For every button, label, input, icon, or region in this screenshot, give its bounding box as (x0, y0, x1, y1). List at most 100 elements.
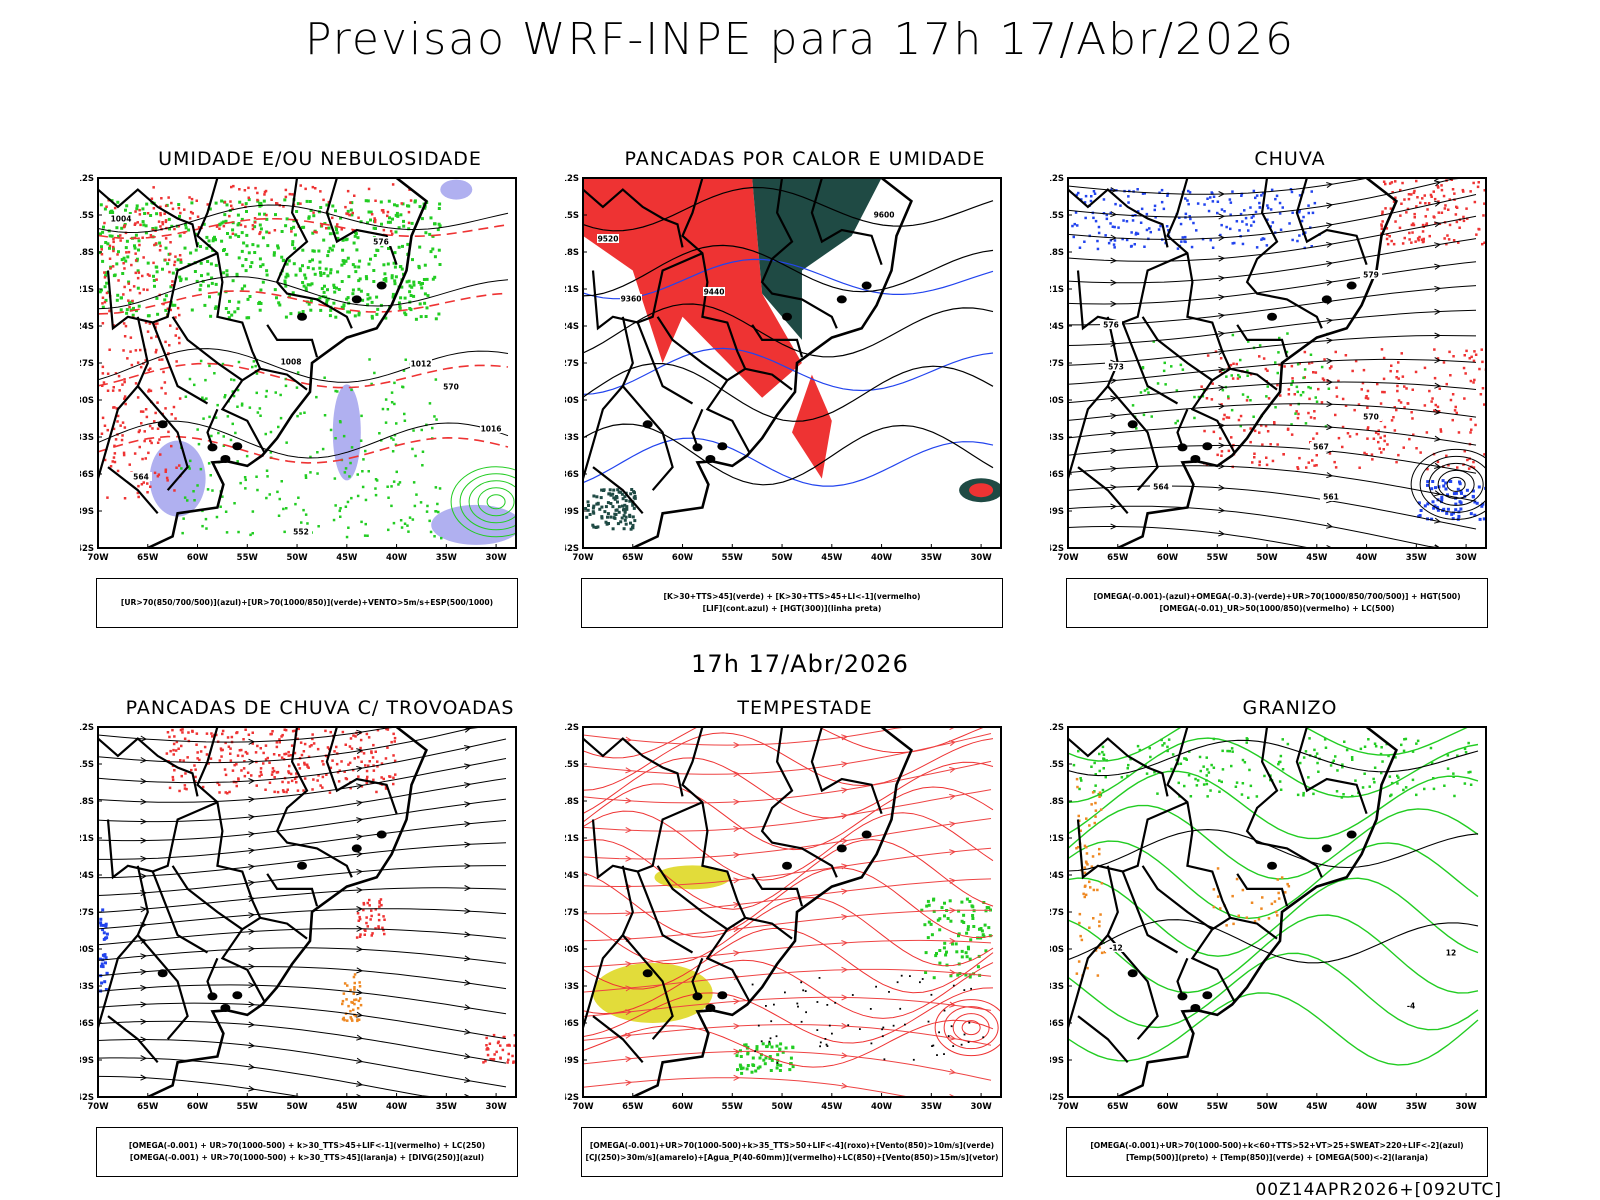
field-cell (942, 946, 946, 950)
streamline-arrow (140, 798, 148, 805)
lon-tick-label: 45W (1306, 1102, 1328, 1112)
field-cell (167, 258, 171, 262)
border-line (681, 727, 751, 1002)
lon-tick-label: 55W (1207, 1102, 1229, 1112)
field-cell (1278, 780, 1282, 783)
field-cell (357, 287, 361, 291)
contour-label: 564 (1153, 483, 1169, 492)
field-cell (160, 197, 163, 200)
field-cell (173, 769, 176, 772)
field-cell (108, 348, 111, 351)
field-cell (1071, 224, 1074, 228)
field-cell (826, 1045, 829, 1047)
field-cell (364, 764, 367, 767)
field-cell (372, 743, 375, 747)
streamline-arrow (464, 955, 472, 962)
field-cell (607, 492, 611, 496)
streamline-arrow (841, 1052, 849, 1059)
field-cell (253, 225, 257, 229)
field-cell (133, 223, 137, 226)
field-cell (1456, 487, 1460, 491)
field-cell (1452, 511, 1455, 515)
field-cell (1320, 365, 1324, 369)
field-cell (101, 928, 105, 932)
field-cell (1441, 479, 1445, 483)
field-cell (406, 242, 410, 246)
field-cell (221, 732, 224, 736)
field-cell (134, 382, 138, 385)
field-cell (393, 736, 397, 740)
field-cell (1094, 773, 1097, 776)
field-cell (174, 316, 177, 319)
field-cell (128, 305, 131, 309)
field-cell (188, 467, 191, 470)
field-cell (1247, 229, 1250, 232)
field-cell (222, 249, 225, 252)
field-cell (127, 282, 130, 285)
panel-legend: [UR>70(850/700/500)](azul)+[UR>70(1000/8… (96, 578, 518, 628)
field-cell (278, 303, 282, 307)
field-cell (264, 432, 267, 436)
field-cell (1274, 406, 1277, 409)
field-cell (217, 292, 221, 296)
field-cell (157, 220, 161, 223)
field-cell (362, 908, 365, 912)
field-cell (1175, 389, 1179, 392)
field-cell (976, 965, 980, 969)
field-cell (173, 489, 176, 492)
field-cell (384, 757, 388, 760)
field-cell (369, 257, 372, 261)
field-cell (409, 294, 413, 297)
field-cell (162, 370, 165, 374)
field-cell (393, 381, 396, 385)
streamline-arrow (1218, 234, 1226, 242)
field-cell (275, 745, 279, 749)
field-cell (349, 201, 352, 204)
streamline-arrow (1326, 357, 1334, 365)
field-cell (1264, 367, 1268, 371)
field-cell (1125, 220, 1129, 223)
field-cell (281, 789, 285, 792)
field-cell (180, 467, 183, 470)
field-cell (413, 504, 417, 508)
field-cell (284, 728, 288, 732)
field-cell (1286, 428, 1290, 431)
field-cell (1313, 201, 1317, 205)
streamline-arrow (1434, 490, 1442, 497)
field-cell (326, 274, 330, 278)
field-cell (144, 408, 148, 411)
field-cell (1431, 480, 1435, 483)
field-cell (150, 336, 153, 340)
field-cell (1454, 491, 1458, 495)
field-cell (328, 314, 332, 318)
field-cell (301, 264, 304, 268)
field-cell (173, 263, 176, 267)
field-cell (265, 269, 269, 273)
field-cell (290, 744, 294, 747)
streamline-arrow (356, 925, 364, 932)
lat-tick-label: 27S (80, 359, 94, 369)
map-layer (98, 727, 516, 1097)
streamline-arrow (949, 766, 957, 773)
contour-line (98, 362, 509, 389)
field-cell (1473, 378, 1476, 382)
field-cell (1219, 437, 1222, 440)
field-cell (1366, 397, 1370, 400)
streamline-arrow (1110, 447, 1118, 455)
lon-tick-label: 30W (485, 553, 507, 563)
field-cell (319, 271, 322, 275)
field-cell (292, 225, 296, 229)
field-cell (285, 262, 289, 266)
field-cell (1200, 385, 1203, 388)
field-cell (1141, 192, 1145, 195)
field-cell (124, 259, 128, 263)
field-cell (345, 535, 349, 539)
field-cell (1241, 888, 1245, 892)
field-cell (940, 906, 944, 910)
field-cell (262, 762, 265, 765)
field-cell (926, 899, 930, 903)
field-cell (1430, 517, 1434, 521)
field-cell (138, 208, 141, 212)
field-cell (366, 221, 369, 225)
field-cell (1221, 768, 1225, 771)
